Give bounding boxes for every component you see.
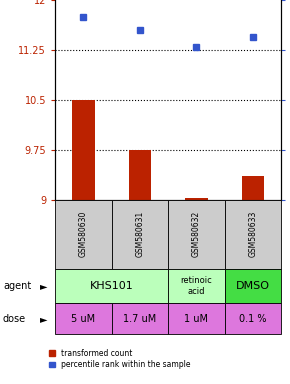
Bar — [225, 303, 281, 334]
Text: 1 uM: 1 uM — [184, 314, 209, 324]
Bar — [168, 200, 225, 269]
Text: GSM580631: GSM580631 — [135, 211, 144, 257]
Bar — [55, 303, 112, 334]
Bar — [72, 100, 95, 200]
Bar — [129, 150, 151, 200]
Bar — [225, 269, 281, 303]
Text: dose: dose — [3, 314, 26, 324]
Text: retinoic
acid: retinoic acid — [181, 276, 212, 296]
Text: GSM580632: GSM580632 — [192, 211, 201, 257]
Bar — [112, 303, 168, 334]
Bar — [168, 303, 225, 334]
Bar — [225, 200, 281, 269]
Bar — [185, 199, 208, 200]
Text: 1.7 uM: 1.7 uM — [123, 314, 157, 324]
Bar — [112, 200, 168, 269]
Text: KHS101: KHS101 — [90, 281, 133, 291]
Bar — [55, 200, 112, 269]
Bar — [242, 176, 264, 200]
Text: ►: ► — [40, 281, 47, 291]
Bar — [55, 269, 168, 303]
Bar — [168, 269, 225, 303]
Text: GSM580630: GSM580630 — [79, 211, 88, 257]
Text: DMSO: DMSO — [236, 281, 270, 291]
Text: GSM580633: GSM580633 — [249, 211, 258, 257]
Text: 5 uM: 5 uM — [71, 314, 95, 324]
Text: 0.1 %: 0.1 % — [239, 314, 267, 324]
Text: agent: agent — [3, 281, 31, 291]
Legend: transformed count, percentile rank within the sample: transformed count, percentile rank withi… — [47, 348, 192, 371]
Text: ►: ► — [40, 314, 47, 324]
